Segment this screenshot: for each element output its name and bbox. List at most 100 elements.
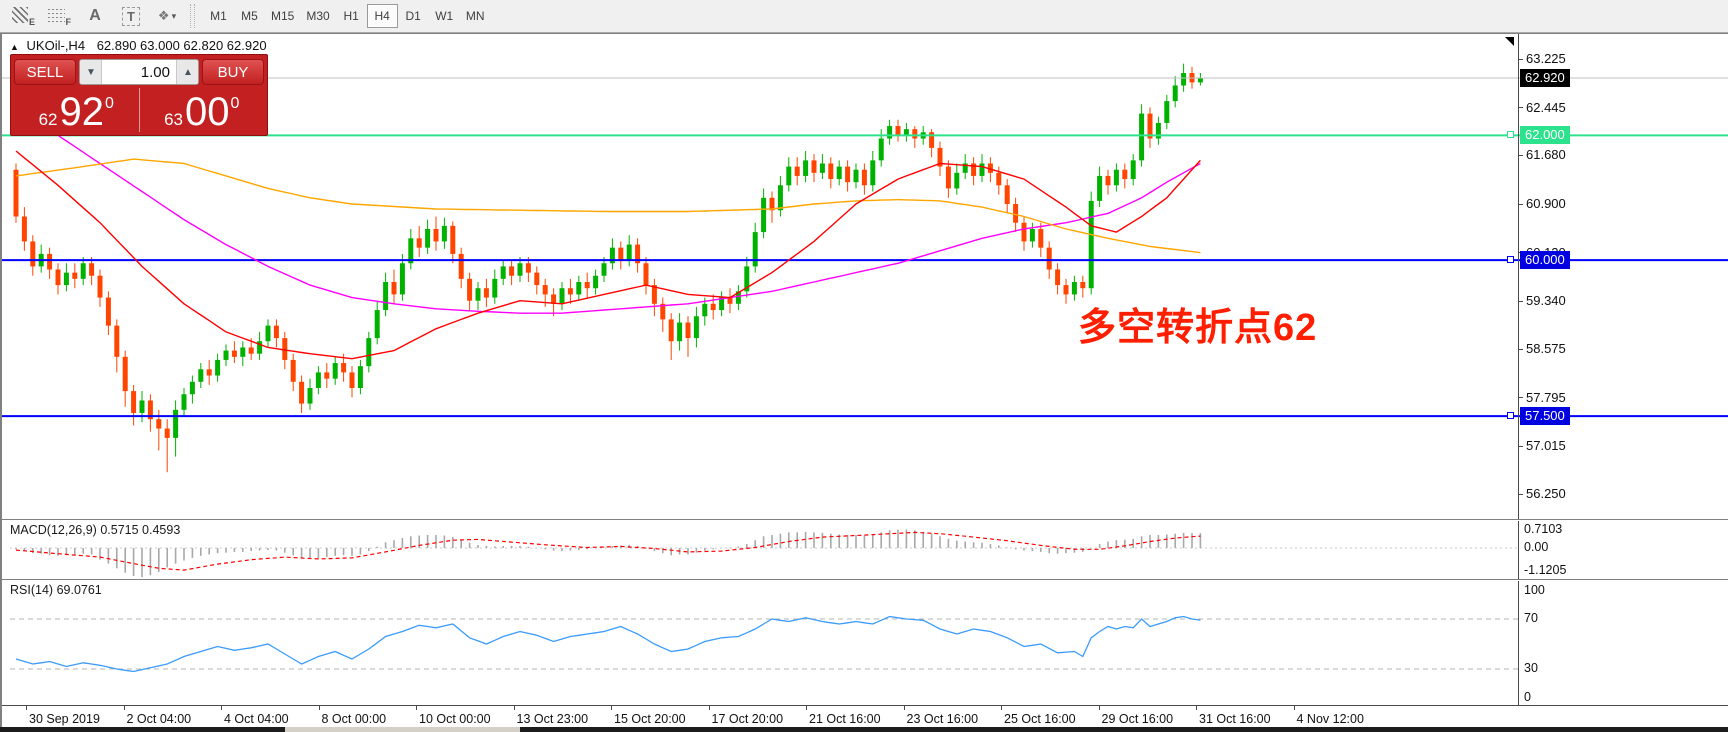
chart-window: 30 Sep 2019 2 Oct 04:00 4 Oct 04:00 8 Oct 0… [0, 33, 1728, 732]
bottom-edge [0, 727, 285, 732]
price-marker-62.000: 62.000 [1520, 126, 1570, 145]
price-marker-60.000: 60.000 [1520, 251, 1570, 270]
price-tick-label: 61.680 [1526, 147, 1566, 163]
sell-price-prefix: 62 [38, 110, 58, 129]
price-tick-label: 62.445 [1526, 99, 1566, 115]
time-tick [318, 706, 320, 710]
time-tick [611, 706, 612, 710]
price-axis-line [1518, 34, 1519, 705]
price-tick-label: 57.015 [1526, 438, 1566, 454]
rsi-axis-label: 70 [1524, 611, 1538, 625]
price-tick [1518, 397, 1523, 399]
rsi-label: RSI(14) 69.0761 [10, 583, 102, 597]
price-tick [1518, 300, 1523, 302]
time-tick [123, 706, 125, 710]
volume-input[interactable] [102, 60, 176, 84]
equidistant-channel-tool-icon[interactable]: E [8, 3, 38, 29]
rsi-panel-divider[interactable] [2, 579, 1728, 581]
price-tick-label: 58.575 [1526, 341, 1566, 357]
time-tick [26, 706, 27, 710]
timeframe-MN-button[interactable]: MN [460, 4, 491, 28]
time-tick [806, 706, 807, 710]
macd-axis-label: 0.7103 [1524, 521, 1563, 536]
line-handle[interactable] [1507, 412, 1514, 420]
symbol-title: ▲ UKOil-,H4 62.890 63.000 62.820 62.920 [10, 38, 267, 53]
price-tick [1518, 58, 1523, 60]
ohlc-quotes: 62.890 63.000 62.820 62.920 [96, 38, 267, 53]
time-tick [513, 706, 515, 710]
sell-button[interactable]: SELL [14, 59, 76, 85]
timeframe-H1-button[interactable]: H1 [336, 4, 367, 28]
price-tick-label: 60.900 [1526, 196, 1566, 211]
line-handle[interactable] [1507, 131, 1514, 139]
time-label: 10 Oct 00:00 [419, 712, 491, 726]
toolbar-separator [190, 4, 195, 28]
buy-price-main: 00 [185, 89, 230, 134]
time-label: 8 Oct 00:00 [321, 712, 387, 726]
price-tick-label: 63.225 [1526, 51, 1566, 66]
price-tick [1518, 107, 1523, 109]
price-tick [1518, 445, 1523, 447]
price-tick-label: 59.340 [1526, 293, 1566, 309]
price-tick-label: 57.795 [1526, 389, 1566, 405]
chart-canvas[interactable] [2, 34, 1728, 732]
time-label: 2 Oct 04:00 [126, 712, 192, 726]
price-tick [1518, 493, 1523, 495]
timeframe-M15-button[interactable]: M15 [265, 4, 300, 28]
timeframe-group: M1 M5 M15 M30 H1 H4 D1 W1 MN [203, 4, 491, 28]
line-handle[interactable] [1507, 256, 1514, 264]
chart-shift-marker-icon[interactable] [1505, 37, 1514, 46]
time-tick [1001, 706, 1002, 710]
time-label: 13 Oct 23:00 [516, 712, 589, 726]
timeframe-H4-button[interactable]: H4 [366, 4, 398, 28]
price-tick [1518, 203, 1523, 205]
toolbar: E F A T ❖ ▾ M1 M5 M15 M30 H1 H4 D1 W1 MN [0, 0, 1728, 33]
one-click-trading-panel: SELL ▼ ▲ BUY 62 92 0 63 00 0 [10, 54, 268, 136]
text-label-tool-icon[interactable]: T [116, 3, 146, 29]
price-tick [1518, 348, 1523, 350]
text-tool-icon[interactable]: A [89, 7, 101, 24]
rsi-axis-label: 0 [1524, 690, 1531, 704]
macd-label: MACD(12,26,9) 0.5715 0.4593 [10, 523, 180, 537]
sell-price-pip: 0 [105, 95, 114, 112]
macd-axis-label: 0.00 [1524, 540, 1549, 554]
time-label: 17 Oct 20:00 [711, 712, 784, 726]
price-tick-label: 56.250 [1526, 486, 1566, 502]
rsi-name: RSI(14) [10, 583, 54, 597]
buy-price[interactable]: 63 00 0 [140, 88, 265, 132]
sell-price-main: 92 [59, 89, 105, 134]
time-label: 25 Oct 16:00 [1004, 712, 1076, 726]
buy-button[interactable]: BUY [202, 59, 264, 85]
timeframe-D1-button[interactable]: D1 [398, 4, 429, 28]
timeframe-W1-button[interactable]: W1 [429, 4, 460, 28]
bottom-edge2 [520, 727, 1728, 732]
timeframe-M1-button[interactable]: M1 [203, 4, 234, 28]
time-tick [416, 706, 417, 710]
time-tick [903, 706, 905, 710]
rsi-axis-label: 30 [1524, 661, 1538, 675]
time-tick [708, 706, 710, 710]
macd-name: MACD(12,26,9) [10, 523, 97, 537]
macd-panel-divider[interactable] [2, 519, 1728, 521]
volume-decrease-button[interactable]: ▼ [80, 60, 102, 84]
chart-annotation: 多空转折点62 [1078, 307, 1318, 349]
volume-increase-button[interactable]: ▲ [176, 60, 198, 84]
time-tick [1196, 706, 1197, 710]
time-label: 23 Oct 16:00 [906, 712, 979, 726]
sell-price[interactable]: 62 92 0 [14, 88, 140, 132]
timeframe-M30-button[interactable]: M30 [300, 4, 335, 28]
rsi-axis-label: 100 [1524, 583, 1545, 597]
fibonacci-tool-icon[interactable]: F [44, 3, 74, 29]
timeframe-M5-button[interactable]: M5 [234, 4, 265, 28]
time-tick [221, 706, 222, 710]
drawing-tools-group: E F A T ❖ ▾ [8, 3, 182, 29]
time-label: 30 Sep 2019 [29, 712, 100, 726]
bottom-edge-gap [285, 727, 520, 732]
time-tick [1098, 706, 1100, 710]
collapse-triangle-icon[interactable]: ▲ [10, 42, 19, 52]
time-label: 4 Oct 04:00 [224, 712, 289, 726]
time-label: 31 Oct 16:00 [1199, 712, 1271, 726]
arrows-tool-icon[interactable]: ❖ ▾ [157, 8, 177, 23]
volume-stepper: ▼ ▲ [79, 59, 199, 85]
